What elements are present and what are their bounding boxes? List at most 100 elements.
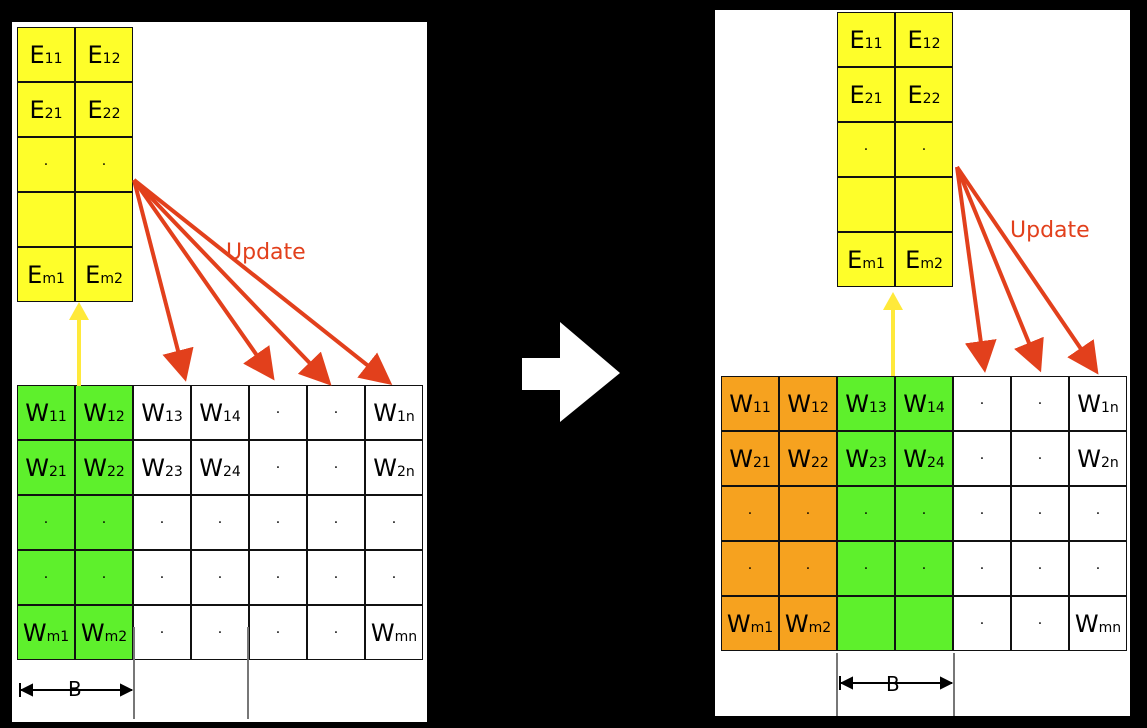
cell-symbol: E — [908, 26, 923, 54]
cell-label: . — [102, 154, 106, 168]
cell-symbol: . — [980, 392, 984, 408]
weight-cell: . — [133, 495, 191, 550]
cell-label: W24 — [903, 445, 945, 473]
cell-label: . — [392, 567, 396, 581]
embedding-cell: E21 — [837, 67, 895, 122]
cell-symbol: W — [845, 445, 869, 473]
cell-symbol: . — [160, 511, 164, 527]
cell-symbol: E — [905, 246, 920, 274]
weight-cell — [837, 596, 895, 651]
weight-cell: W23 — [837, 431, 895, 486]
cell-symbol: . — [334, 456, 338, 472]
cell-label: E11 — [850, 26, 883, 54]
cell-symbol: . — [334, 511, 338, 527]
cell-label: . — [276, 512, 280, 526]
cell-symbol: W — [141, 454, 165, 482]
cell-symbol: . — [276, 566, 280, 582]
embedding-cell: Em1 — [17, 247, 75, 302]
block-divider — [133, 627, 135, 719]
weight-cell: W1n — [1069, 376, 1127, 431]
cell-subscript: m1 — [42, 271, 65, 287]
cell-label: . — [864, 139, 868, 153]
cell-label: . — [922, 558, 926, 572]
cell-label: Wm2 — [785, 610, 831, 638]
cell-label: . — [1038, 613, 1042, 627]
weight-cell: . — [307, 605, 365, 660]
cell-symbol: E — [30, 96, 45, 124]
cell-subscript: m2 — [105, 629, 128, 645]
weight-cell: Wmn — [365, 605, 423, 660]
cell-symbol: . — [1038, 447, 1042, 463]
cell-symbol: W — [199, 399, 223, 427]
cell-label: . — [276, 457, 280, 471]
cell-symbol: W — [373, 454, 397, 482]
embedding-cell: . — [895, 122, 953, 177]
cell-symbol: . — [334, 566, 338, 582]
weight-cell: . — [133, 605, 191, 660]
cell-symbol: . — [748, 557, 752, 573]
cell-symbol: . — [334, 621, 338, 637]
cell-symbol: W — [787, 390, 811, 418]
cell-subscript: m2 — [809, 620, 832, 636]
transition-arrow — [522, 322, 620, 422]
cell-symbol: . — [922, 502, 926, 518]
weight-cell: W21 — [721, 431, 779, 486]
weight-cell: . — [249, 550, 307, 605]
cell-subscript: 14 — [927, 400, 945, 416]
cell-symbol: E — [847, 246, 862, 274]
cell-label: E12 — [88, 41, 121, 69]
embedding-cell: . — [837, 122, 895, 177]
cell-label: W22 — [787, 445, 829, 473]
cell-symbol: E — [908, 81, 923, 109]
cell-label: . — [334, 567, 338, 581]
cell-symbol: W — [199, 454, 223, 482]
cell-symbol: . — [1096, 502, 1100, 518]
embedding-cell: E12 — [895, 12, 953, 67]
weight-cell: W2n — [1069, 431, 1127, 486]
cell-label: W23 — [845, 445, 887, 473]
cell-label: Em1 — [847, 246, 885, 274]
embedding-cell — [17, 192, 75, 247]
weight-cell: . — [17, 495, 75, 550]
weight-cell: W13 — [837, 376, 895, 431]
weight-cell: . — [249, 385, 307, 440]
cell-label: . — [160, 512, 164, 526]
cell-label: . — [392, 512, 396, 526]
cell-symbol: E — [88, 96, 103, 124]
cell-symbol: E — [850, 81, 865, 109]
cell-label: E22 — [88, 96, 121, 124]
weight-cell: W24 — [895, 431, 953, 486]
cell-symbol: W — [141, 399, 165, 427]
cell-label: . — [922, 139, 926, 153]
weight-cell: W22 — [75, 440, 133, 495]
cell-symbol: W — [845, 390, 869, 418]
cell-symbol: E — [85, 261, 100, 289]
cell-label: . — [334, 622, 338, 636]
weight-cell: . — [191, 550, 249, 605]
cell-symbol: . — [276, 401, 280, 417]
cell-symbol: . — [922, 138, 926, 154]
cell-symbol: W — [83, 454, 107, 482]
weight-cell: . — [249, 495, 307, 550]
cell-subscript: 12 — [103, 51, 121, 67]
weight-cell: Wm2 — [75, 605, 133, 660]
weight-cell: . — [779, 486, 837, 541]
cell-label: . — [1096, 503, 1100, 517]
weight-cell: . — [1011, 431, 1069, 486]
cell-subscript: m1 — [751, 620, 774, 636]
weight-cell: . — [895, 541, 953, 596]
weight-cell: . — [17, 550, 75, 605]
weight-cell: . — [953, 596, 1011, 651]
cell-symbol: . — [218, 511, 222, 527]
cell-label: . — [218, 622, 222, 636]
cell-label: . — [160, 622, 164, 636]
cell-subscript: 11 — [865, 36, 883, 52]
cell-subscript: 24 — [223, 464, 241, 480]
update-label: Update — [1010, 218, 1090, 243]
weight-cell: W2n — [365, 440, 423, 495]
cell-label: . — [1096, 558, 1100, 572]
cell-symbol: . — [276, 621, 280, 637]
weight-cell: . — [779, 541, 837, 596]
weight-cell: . — [1069, 541, 1127, 596]
cell-symbol: . — [980, 612, 984, 628]
